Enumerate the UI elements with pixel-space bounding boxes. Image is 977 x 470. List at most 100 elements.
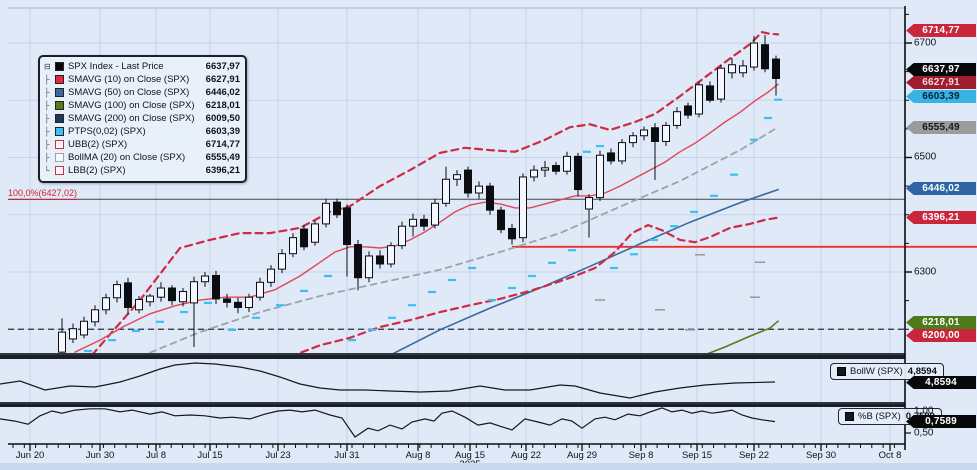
candle-up	[640, 129, 648, 137]
main-legend[interactable]: ⊟ SPX Index - Last Price 6637,97 ├ SMAVG (10…	[38, 55, 247, 183]
candle-up	[673, 111, 681, 126]
price-badge: 6200,00	[906, 329, 976, 342]
x-axis-label: Aug 15	[454, 450, 486, 461]
bollw-legend[interactable]: BollW (SPX) 4,8594	[830, 363, 944, 380]
legend-label: SMAVG (100) on Close (SPX)	[68, 100, 195, 111]
legend-value: 6396,21	[205, 165, 240, 176]
candle-up	[311, 223, 319, 243]
candle-down	[761, 44, 769, 70]
candle-up	[728, 64, 736, 74]
legend-row-4[interactable]: ├ SMAVG (100) on Close (SPX) 6218,01	[44, 99, 240, 112]
legend-label: SMAVG (200) on Close (SPX)	[68, 113, 195, 124]
pctb-line	[0, 407, 776, 438]
legend-tree-branch-icon: ├	[44, 75, 50, 84]
legend-swatch-icon	[55, 140, 64, 149]
candle-up	[113, 284, 121, 299]
candle-down	[497, 209, 505, 231]
legend-row-9[interactable]: └ LBB(2) (SPX) 6396,21	[44, 164, 240, 177]
x-axis-label: Sep 8	[628, 450, 654, 461]
x-axis-label: Jul 31	[334, 450, 360, 461]
legend-tree-branch-icon: ├	[44, 114, 50, 123]
price-badge: 6446,02	[906, 182, 976, 195]
x-axis-label: Sep 22	[738, 450, 770, 461]
legend-swatch-icon	[55, 114, 64, 123]
legend-tree-branch-icon: ├	[44, 88, 50, 97]
candle-up	[245, 296, 253, 308]
candle-down	[772, 58, 780, 79]
candle-up	[322, 202, 330, 225]
candle-up	[596, 154, 604, 199]
candle-up	[662, 124, 670, 142]
candle-up	[69, 328, 77, 340]
bollw-line	[0, 362, 776, 399]
candle-down	[234, 301, 242, 308]
legend-label: UBB(2) (SPX)	[68, 139, 128, 150]
legend-value: 6218,01	[205, 100, 240, 111]
series-group	[58, 30, 782, 353]
price-badge: 6396,21	[906, 211, 976, 224]
x-axis-label: Aug 29	[566, 450, 598, 461]
bottom-strip	[0, 463, 977, 470]
candle-up	[563, 155, 571, 172]
candle-up	[541, 167, 549, 171]
candle-up	[442, 178, 450, 204]
candle-up	[629, 135, 637, 144]
price-badge: 6218,01	[906, 316, 976, 329]
candle-down	[168, 287, 176, 302]
candle-up	[91, 309, 99, 323]
candle-up	[475, 185, 483, 194]
candle-up	[267, 268, 275, 283]
legend-tree-branch-icon: ├	[44, 127, 50, 136]
legend-value: 6603,39	[205, 126, 240, 137]
legend-swatch-icon	[55, 127, 64, 136]
candle-up	[157, 287, 165, 298]
legend-row-2[interactable]: ├ SMAVG (10) on Close (SPX) 6627,91	[44, 73, 240, 86]
candle-down	[124, 282, 132, 308]
candle-down	[376, 255, 384, 265]
candle-down	[300, 228, 308, 248]
y-axis-tick-label: 0,50	[914, 427, 934, 439]
x-axis-label: Oct 8	[878, 450, 902, 461]
legend-value: 6446,02	[205, 87, 240, 98]
candle-down	[706, 85, 714, 101]
legend-swatch-icon	[55, 88, 64, 97]
price-badge: 6603,39	[906, 90, 976, 103]
candle-down	[343, 207, 351, 246]
legend-row-7[interactable]: ├ UBB(2) (SPX) 6714,77	[44, 138, 240, 151]
bollw-swatch-icon	[837, 367, 846, 376]
candle-up	[387, 245, 395, 265]
candle-down	[486, 185, 494, 211]
legend-value: 6637,97	[205, 61, 240, 72]
legend-tree-branch-icon: ├	[44, 140, 50, 149]
candle-up	[365, 255, 373, 279]
legend-value: 6009,50	[205, 113, 240, 124]
candle-up	[289, 237, 297, 255]
price-badge: 6627,91	[906, 76, 976, 89]
legend-collapse-icon[interactable]: ⊟	[44, 62, 51, 71]
legend-value: 6627,91	[205, 74, 240, 85]
legend-row-3[interactable]: ├ SMAVG (50) on Close (SPX) 6446,02	[44, 86, 240, 99]
candle-up	[146, 295, 154, 303]
legend-label: PTPS(0,02) (SPX)	[68, 126, 146, 137]
legend-row-6[interactable]: ├ PTPS(0,02) (SPX) 6603,39	[44, 125, 240, 138]
candle-down	[574, 155, 582, 191]
legend-row-8[interactable]: ├ BollMA (20) on Close (SPX) 6555,49	[44, 151, 240, 164]
pctb-label: %B (SPX)	[858, 411, 901, 422]
legend-swatch-icon	[55, 153, 64, 162]
legend-row-5[interactable]: ├ SMAVG (200) on Close (SPX) 6009,50	[44, 112, 240, 125]
y-axis-tick-label: 6500	[914, 151, 937, 163]
y-axis-tick-label: 1,00	[914, 405, 934, 417]
candle-up	[585, 197, 593, 210]
candle-up	[519, 176, 527, 239]
candle-down	[607, 152, 615, 162]
legend-tree-branch-icon: ├	[44, 101, 50, 110]
legend-row-1[interactable]: ⊟ SPX Index - Last Price 6637,97	[44, 60, 240, 73]
x-axis-label: Sep 15	[681, 450, 713, 461]
panel-separator-1[interactable]	[0, 353, 905, 359]
panel-separator-2[interactable]	[0, 402, 905, 407]
pctb-swatch-icon	[845, 412, 854, 421]
legend-label: SMAVG (50) on Close (SPX)	[68, 87, 190, 98]
candle-up	[739, 65, 747, 74]
x-axis-label: Jun 20	[15, 450, 45, 461]
